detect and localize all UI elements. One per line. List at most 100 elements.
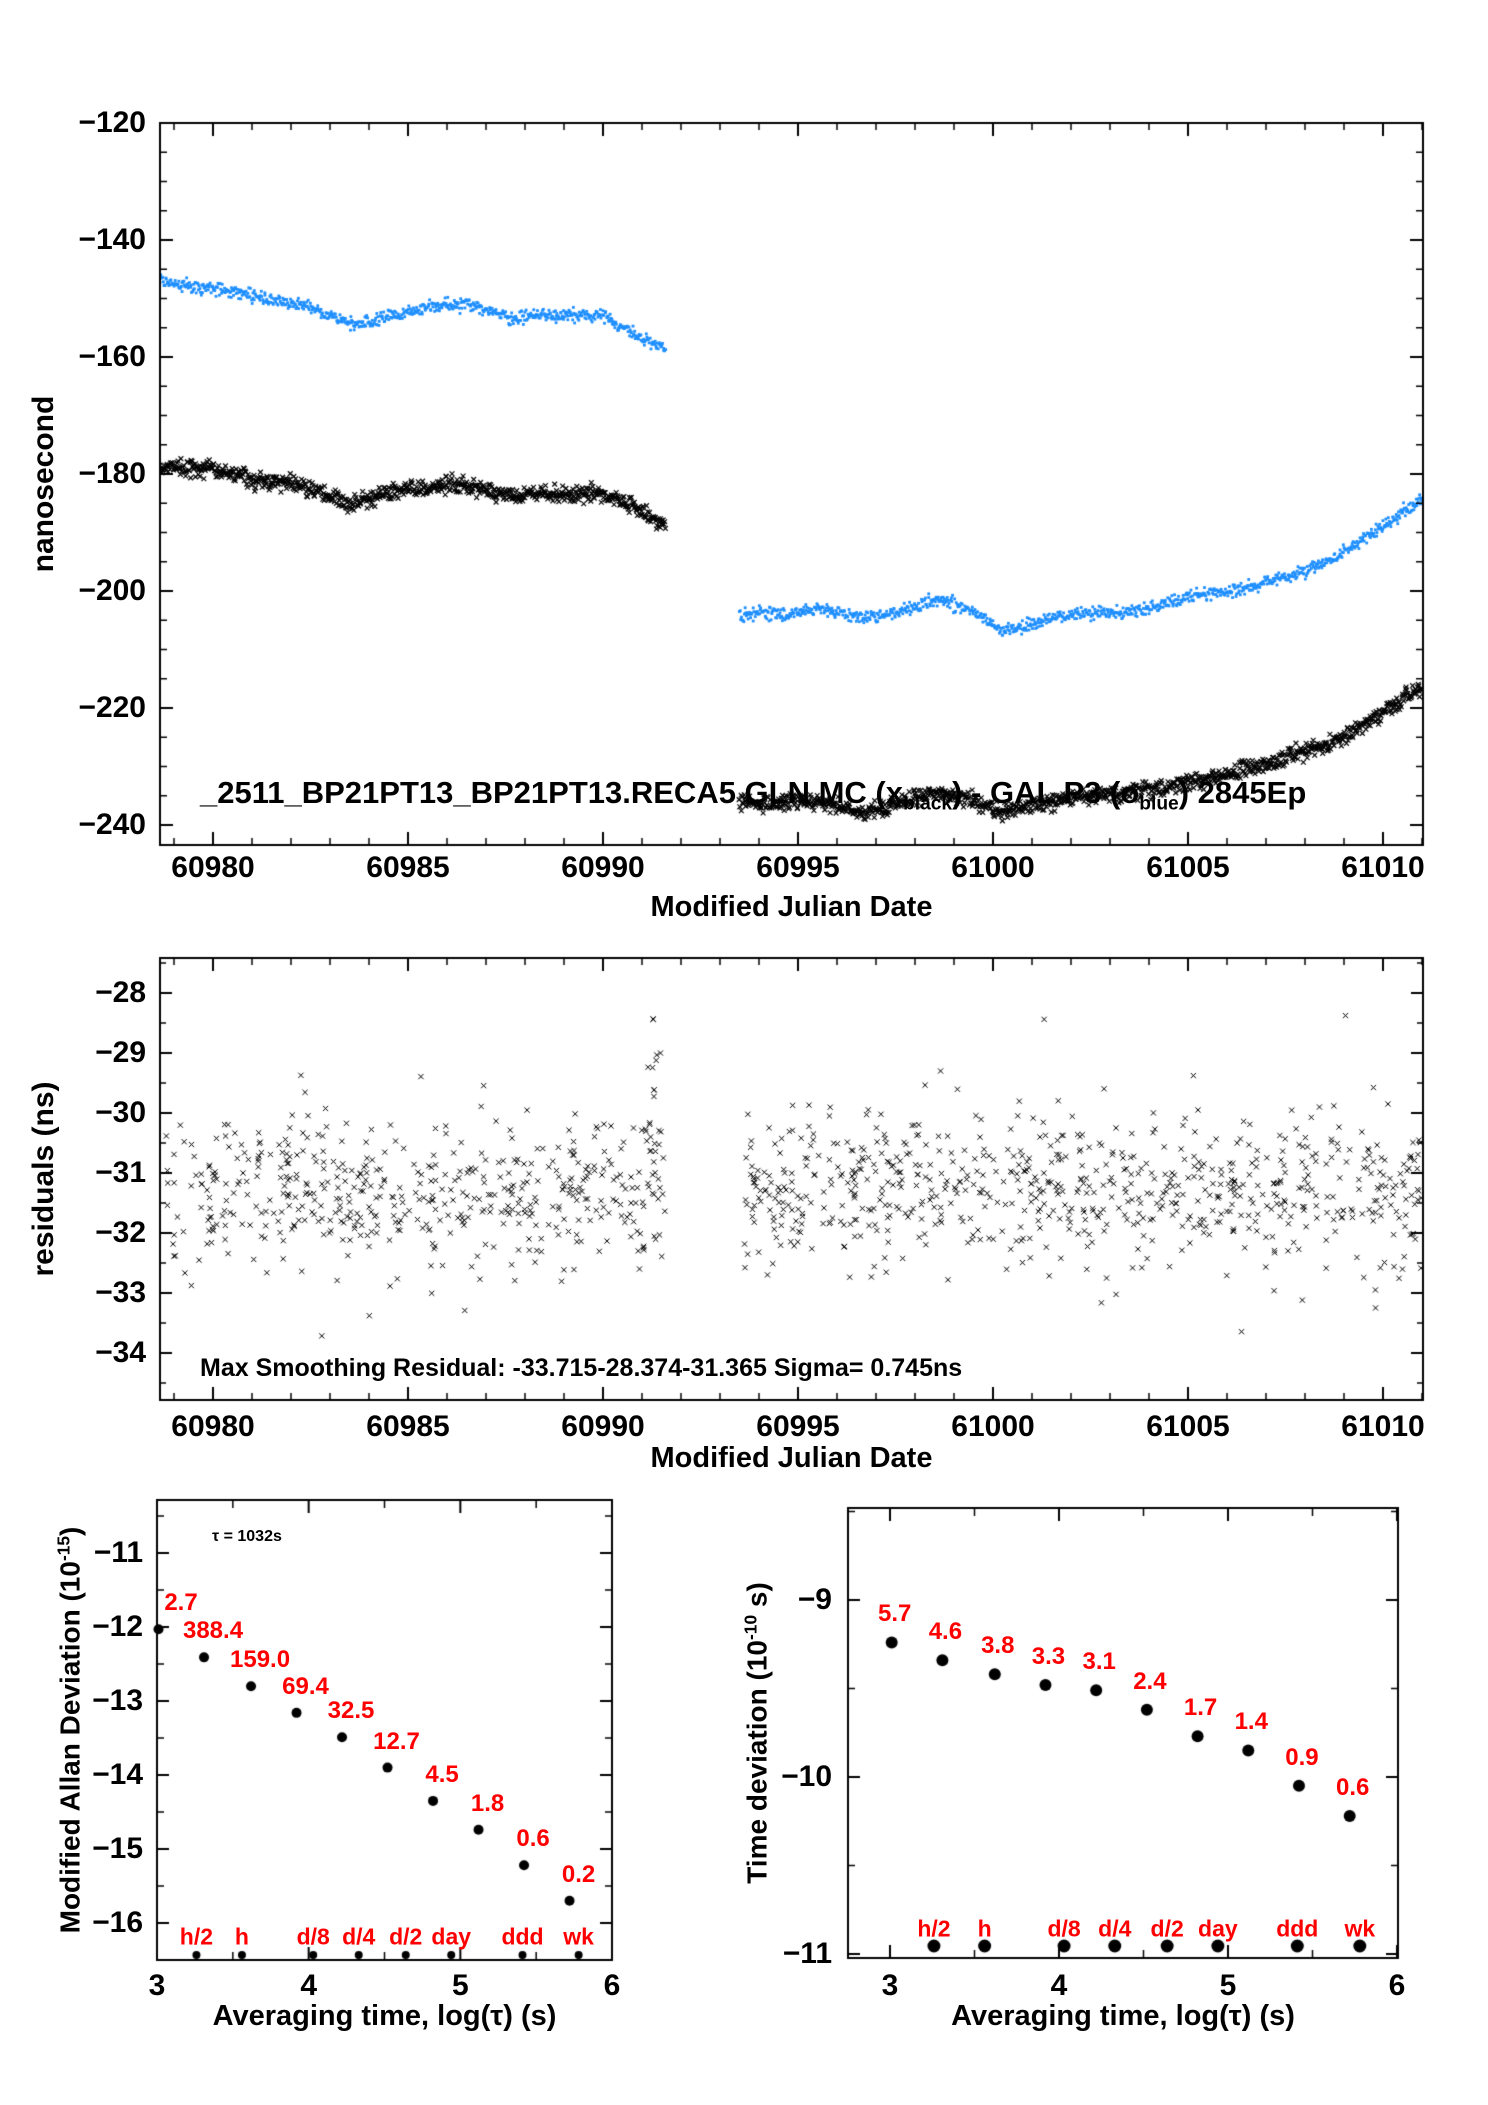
- p1-x-tick-label: 61005: [1146, 851, 1230, 884]
- mdev-x-tick-label: 6: [603, 1969, 621, 2002]
- tdev-time-marker-label: d/2: [1150, 1915, 1184, 1942]
- mdev-x-tick-label: 5: [451, 1969, 469, 2002]
- mdev-point-value-label: 69.4: [282, 1672, 329, 1700]
- mdev-point-value-label: 4.5: [425, 1760, 459, 1788]
- p1-x-tick-label: 60990: [561, 851, 645, 884]
- p2-y-tick-label: −33: [95, 1276, 146, 1309]
- p2-y-tick-label: −32: [95, 1216, 146, 1249]
- tdev-point-value-label: 3.8: [981, 1632, 1015, 1660]
- p2-y-tick-label: −34: [95, 1336, 146, 1369]
- mdev-time-marker-label: d/2: [389, 1923, 423, 1950]
- p1-x-tick-label: 60985: [366, 851, 450, 884]
- tau-annotation: τ = 1032s: [212, 1528, 282, 1545]
- tdev-y-tick-label: −11: [782, 1937, 832, 1970]
- mdev-point-value-label: 1.8: [470, 1789, 505, 1817]
- tdev-time-marker-label: h: [977, 1915, 992, 1942]
- tdev-ylabel-post: s): [741, 1582, 773, 1615]
- mdev-x-tick-label: 3: [148, 1969, 166, 2002]
- p2-y-tick-label: −31: [95, 1156, 146, 1189]
- mdev-time-marker-label: h/2: [179, 1923, 214, 1950]
- mdev-y-axis-label: Modified Allan Deviation (10-15): [53, 1526, 86, 1934]
- mdev-y-tick-label: −15: [92, 1832, 143, 1865]
- p1-y-tick-label: −200: [78, 574, 146, 607]
- tdev-ylabel-pre: Time deviation (10: [741, 1639, 773, 1884]
- title-subscript-blue: blue: [1139, 793, 1179, 815]
- tdev-point-value-label: 0.9: [1285, 1743, 1319, 1771]
- tdev-x-tick-label: 6: [1388, 1969, 1406, 2002]
- p2-y-tick-label: −29: [95, 1036, 146, 1069]
- tdev-point-value-label: 1.7: [1183, 1694, 1218, 1722]
- tdev-point-value-label: 3.1: [1082, 1648, 1116, 1676]
- mdev-point-value-label: 12.7: [373, 1727, 420, 1755]
- mdev-point-value-label: 159.0: [230, 1646, 291, 1674]
- mdev-time-marker-label: d/4: [342, 1923, 376, 1950]
- title-post: ) 2845Ep: [1178, 775, 1307, 810]
- residuals-x-axis-label: Modified Julian Date: [650, 1442, 933, 1474]
- tdev-time-marker-label: d/4: [1098, 1915, 1132, 1942]
- p1-x-tick-label: 60980: [171, 851, 255, 884]
- top-panel-title: _2511_BP21PT13_BP21PT13.RECA5 GLN MC (xb…: [200, 777, 1306, 814]
- mdev-time-marker-label: h: [234, 1923, 249, 1950]
- mdev-point-value-label: 388.4: [182, 1617, 244, 1645]
- p2-x-tick-label: 60995: [756, 1410, 840, 1443]
- p1-y-tick-label: −240: [78, 808, 146, 841]
- p2-x-tick-label: 60980: [171, 1410, 255, 1443]
- tdev-point-value-label: 5.7: [878, 1600, 912, 1628]
- tdev-point-value-label: 4.6: [928, 1618, 963, 1646]
- mdev-point-value-label: 32.5: [327, 1697, 375, 1725]
- p1-x-tick-label: 61010: [1341, 851, 1425, 884]
- mdev-y-tick-label: −12: [92, 1610, 143, 1643]
- mdev-point-value-label: 2.7: [164, 1589, 198, 1617]
- p2-x-tick-label: 61005: [1146, 1410, 1230, 1443]
- p1-y-tick-label: −180: [78, 457, 146, 490]
- tdev-time-marker-label: day: [1198, 1915, 1238, 1942]
- tdev-y-tick-label: −10: [781, 1760, 832, 1793]
- tdev-x-axis-label: Averaging time, log(τ) (s): [951, 2000, 1295, 2032]
- tdev-x-tick-label: 5: [1219, 1969, 1237, 2002]
- top-panel-x-axis-label: Modified Julian Date: [650, 891, 933, 923]
- p1-y-tick-label: −120: [78, 106, 146, 139]
- tdev-point-value-label: 2.4: [1133, 1667, 1167, 1695]
- mdev-x-axis-label: Averaging time, log(τ) (s): [212, 2000, 557, 2032]
- p1-x-tick-label: 60995: [756, 851, 840, 884]
- mdev-y-tick-label: −14: [92, 1758, 143, 1791]
- title-pre: _2511_BP21PT13_BP21PT13.RECA5 GLN MC (x: [200, 775, 903, 810]
- mdev-ylabel-post: ): [54, 1526, 86, 1536]
- p2-x-tick-label: 61010: [1341, 1410, 1425, 1443]
- mdev-point-value-label: 0.6: [516, 1825, 550, 1853]
- tdev-x-tick-label: 4: [1050, 1969, 1068, 2002]
- mdev-x-tick-label: 4: [300, 1969, 317, 2002]
- p2-x-tick-label: 61000: [951, 1410, 1035, 1443]
- mdev-time-marker-label: wk: [563, 1923, 594, 1950]
- p1-y-tick-label: −140: [78, 223, 146, 256]
- tdev-y-axis-label: Time deviation (10-10 s): [740, 1582, 773, 1884]
- p2-x-tick-label: 60985: [366, 1410, 450, 1443]
- top-panel-y-axis-label: nanosecond: [27, 395, 60, 573]
- tdev-point-value-label: 3.3: [1031, 1642, 1066, 1670]
- residuals-annotation: Max Smoothing Residual: -33.715-28.374-3…: [200, 1354, 963, 1382]
- mdev-ylabel-exponent: -15: [53, 1535, 74, 1562]
- tdev-time-marker-label: d/8: [1047, 1915, 1081, 1942]
- p1-y-tick-label: −160: [78, 340, 146, 373]
- tdev-time-marker-label: ddd: [1276, 1915, 1319, 1942]
- p2-x-tick-label: 60990: [561, 1410, 645, 1443]
- tdev-point-value-label: 1.4: [1234, 1708, 1268, 1736]
- title-subscript-black: black: [903, 793, 953, 815]
- tdev-time-marker-label: wk: [1344, 1915, 1376, 1942]
- mdev-point-value-label: 0.2: [561, 1860, 596, 1888]
- mdev-y-tick-label: −11: [93, 1536, 143, 1569]
- mdev-time-marker-label: d/8: [296, 1923, 330, 1950]
- tdev-ylabel-exponent: -10: [740, 1614, 761, 1640]
- p1-y-tick-label: −220: [78, 691, 146, 724]
- tdev-x-tick-label: 3: [881, 1969, 899, 2002]
- mdev-time-marker-label: ddd: [501, 1923, 544, 1950]
- title-mid: ) - GAL P3 (o: [952, 775, 1140, 810]
- mdev-y-tick-label: −13: [92, 1684, 143, 1717]
- p1-x-tick-label: 61000: [951, 851, 1035, 884]
- tdev-time-marker-label: h/2: [917, 1915, 951, 1942]
- residuals-y-axis-label: residuals (ns): [27, 1081, 60, 1277]
- mdev-y-tick-label: −16: [92, 1906, 143, 1939]
- p2-y-tick-label: −30: [95, 1096, 146, 1129]
